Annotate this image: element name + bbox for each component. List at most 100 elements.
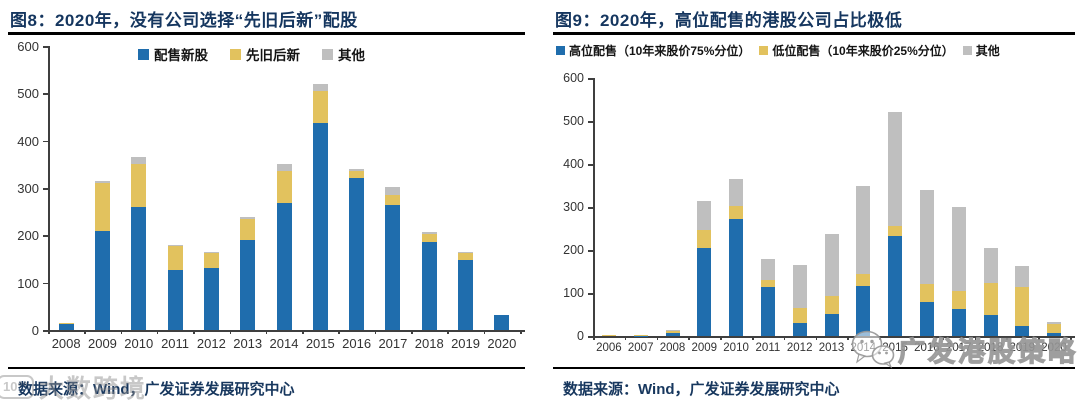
bar-segment [888, 112, 903, 226]
bar-segment [94, 230, 110, 330]
x-tick [338, 330, 340, 334]
legend-label: 其他 [975, 44, 1000, 58]
legend-swatch [230, 48, 241, 60]
x-tick-label: 2009 [87, 336, 117, 351]
bar-segment [665, 329, 680, 332]
bar-segment [697, 200, 712, 230]
legend-label: 高位配售（10年来股价75%分位） [569, 44, 751, 58]
x-tick-label: 2018 [414, 336, 444, 351]
bar-segment [276, 203, 292, 330]
bar-segment [856, 185, 871, 274]
bar-segment [421, 232, 437, 235]
figure8-source: 数据来源：Wind，广发证券发展研究中心 [18, 381, 295, 398]
x-tick [879, 336, 881, 340]
figure9-title: 图9：2020年，高位配售的港股公司占比极低 [555, 11, 903, 30]
figure9-chart: 0 100 200 300 400 500 600 2006 2007 2008 2009 2010 2… [553, 60, 1080, 362]
bar-segment [729, 206, 744, 220]
x-tick-label: 2010 [124, 336, 154, 351]
y-tick [43, 93, 48, 95]
y-tick-label: 600 [17, 39, 39, 54]
bar-segment [203, 252, 219, 269]
x-tick-label: 2015 [305, 336, 335, 351]
x-tick [193, 330, 195, 334]
bar-segment [421, 241, 437, 330]
y-tick-label: 200 [17, 228, 39, 244]
y-tick-label: 400 [17, 133, 39, 149]
x-tick-label: 2012 [786, 342, 813, 354]
x-tick-label: 2008 [659, 342, 686, 354]
y-tick-label: 100 [17, 275, 39, 291]
y-tick [43, 46, 48, 48]
bar-segment [697, 229, 712, 248]
bar-segment [349, 171, 365, 178]
x-tick [656, 336, 659, 340]
y-tick-label: 500 [17, 86, 39, 102]
x-tick [1070, 336, 1072, 340]
bar-segment [697, 247, 712, 336]
y-tick-label: 400 [563, 157, 584, 171]
x-tick [688, 336, 690, 340]
y-tick [588, 336, 593, 338]
x-tick [374, 330, 377, 334]
bar-segment [919, 283, 934, 302]
bar-segment [131, 164, 147, 207]
bar-segment [421, 234, 437, 242]
x-tick [783, 336, 786, 340]
y-tick-label: 200 [563, 243, 584, 257]
x-tick-label: 2016 [914, 342, 940, 354]
bar-segment [760, 258, 775, 281]
x-tick-label: 2014 [850, 342, 877, 354]
bar-segment [824, 233, 839, 296]
x-tick-label: 2008 [51, 336, 81, 351]
y-tick [43, 140, 48, 143]
bar-segment [983, 315, 998, 336]
y-tick [588, 207, 593, 209]
y-tick [588, 293, 593, 295]
y-tick [588, 164, 593, 166]
legend-item: 其他 [322, 44, 365, 64]
figure8-title-rule [8, 32, 525, 35]
bar-segment [385, 195, 401, 205]
y-axis-line [48, 46, 50, 330]
x-tick-label: 2010 [723, 342, 749, 354]
bar-segment [665, 331, 680, 333]
bar-segment [494, 314, 510, 330]
bar-segment [458, 253, 474, 260]
figure8-title: 图8：2020年，没有公司选择“先旧后新”配股 [10, 11, 358, 30]
y-tick [43, 282, 48, 285]
x-tick-label: 2011 [161, 336, 190, 351]
bar-segment [131, 206, 147, 330]
y-tick-label: 300 [17, 181, 39, 196]
figure8-legend: 配售新股 先旧后新 其他 [138, 44, 387, 64]
bar-segment [856, 285, 871, 336]
bar-segment [167, 244, 183, 247]
y-tick [43, 235, 48, 237]
bar-segment [919, 189, 934, 284]
x-tick [847, 336, 849, 340]
bar-segment [1015, 265, 1030, 287]
bar-segment [792, 322, 807, 336]
x-tick-label: 2020 [1041, 342, 1067, 354]
x-tick-label: 2012 [196, 336, 226, 351]
bar-segment [856, 273, 871, 286]
bar-segment [665, 332, 680, 336]
bar-segment [349, 169, 365, 172]
x-tick-label: 2016 [342, 336, 372, 351]
x-tick-label: 2011 [755, 342, 781, 354]
bar-segment [951, 309, 966, 336]
legend-label: 配售新股 [154, 48, 208, 63]
bar-segment [276, 171, 292, 204]
figure9-source: 数据来源：Wind，广发证券发展研究中心 [563, 381, 840, 398]
x-axis-line [48, 330, 525, 332]
bar-segment [633, 334, 648, 336]
bar-segment [203, 251, 219, 253]
y-tick [43, 188, 48, 190]
bar-segment [240, 218, 256, 241]
bar-segment [240, 240, 256, 330]
x-tick [1006, 336, 1008, 340]
legend-swatch [138, 48, 149, 60]
bar-segment [1015, 325, 1030, 336]
x-tick-label: 2019 [451, 336, 480, 351]
y-tick [588, 121, 593, 123]
